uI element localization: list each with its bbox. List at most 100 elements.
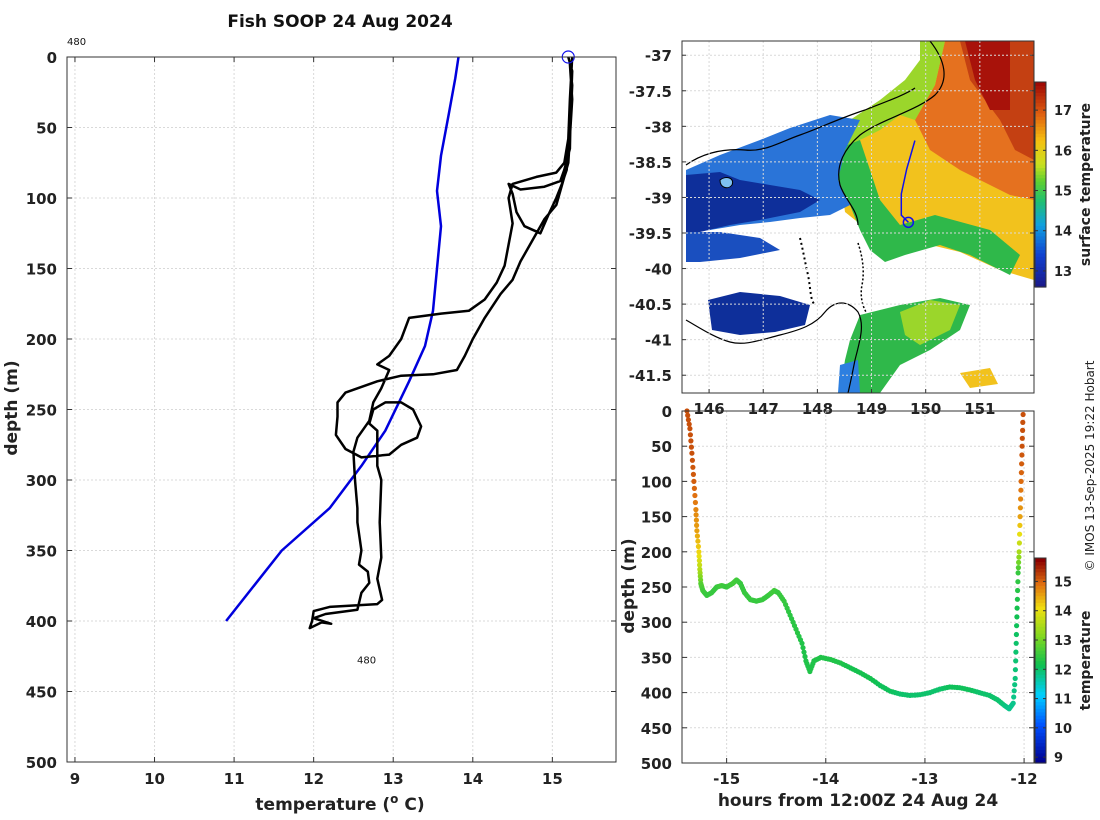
temperature-colorbar-tick-label: 11 xyxy=(1054,693,1072,708)
depth-time-point xyxy=(1013,649,1019,655)
sst-colorbar-segment xyxy=(1035,143,1046,148)
chart-title: Fish SOOP 24 Aug 2024 xyxy=(227,12,453,32)
temperature-colorbar-segment xyxy=(1035,756,1046,761)
sst-colorbar-tick-label: 17 xyxy=(1054,104,1072,119)
sst-colorbar-segment xyxy=(1035,215,1046,220)
temperature-colorbar-segment xyxy=(1035,722,1046,727)
sst-colorbar-segment xyxy=(1035,95,1046,100)
temperature-colorbar-segment xyxy=(1035,681,1046,686)
profile-x-tick-label: 11 xyxy=(224,770,245,788)
sst-colorbar-segment xyxy=(1035,126,1046,131)
depth-time-point xyxy=(693,512,699,518)
sst-colorbar-segment xyxy=(1035,174,1046,179)
sst-colorbar: 13 14 15 16 17 surface temperature xyxy=(1034,81,1094,288)
map-y-tick-label: -38.5 xyxy=(629,154,672,172)
depth-time-point xyxy=(799,640,805,646)
profile-y-axis-label: depth (m) xyxy=(2,360,22,455)
depth-time-y-axis-label: depth (m) xyxy=(619,538,639,633)
temperature-colorbar-segment xyxy=(1035,640,1046,645)
temperature-colorbar-segment xyxy=(1035,619,1046,624)
profile-y-tick-label: 200 xyxy=(26,331,57,349)
temperature-colorbar-segment xyxy=(1035,704,1046,709)
temperature-colorbar-tick-label: 14 xyxy=(1054,605,1072,620)
temperature-colorbar-segment xyxy=(1035,609,1046,614)
depth-time-point xyxy=(1017,522,1023,529)
sst-colorbar-segment xyxy=(1035,105,1046,110)
depth-time-point xyxy=(1016,549,1022,555)
depth-time-point xyxy=(1015,570,1021,576)
temperature-colorbar-segment xyxy=(1035,650,1046,655)
temperature-colorbar-segment xyxy=(1035,674,1046,679)
ship-track xyxy=(900,140,916,223)
map-y-tick-label: -39 xyxy=(645,189,672,207)
temperature-colorbar-segment xyxy=(1035,677,1046,682)
sst-colorbar-segment xyxy=(1035,153,1046,158)
depth-time-point xyxy=(692,492,698,499)
depth-time-point xyxy=(1018,496,1024,502)
temperature-colorbar-segment xyxy=(1035,718,1046,723)
temperature-colorbar-segment xyxy=(1035,636,1046,641)
temperature-colorbar-segment xyxy=(1035,622,1046,627)
sst-colorbar-segment xyxy=(1035,112,1046,117)
map-x-tick-label: 147 xyxy=(748,400,779,418)
depth-time-point xyxy=(1012,682,1018,688)
map-x-tick-label: 149 xyxy=(856,400,887,418)
temperature-colorbar-segment xyxy=(1035,667,1046,672)
temperature-colorbar-tick-label: 12 xyxy=(1054,663,1072,678)
depth-time-point xyxy=(690,471,697,477)
map-x-tick-label: 150 xyxy=(910,400,941,418)
depth-time-point xyxy=(685,417,692,423)
map-y-tick-label: -40.5 xyxy=(629,296,672,314)
depth-time-point xyxy=(1017,531,1023,537)
sst-colorbar-segment xyxy=(1035,232,1046,237)
temperature-colorbar-segment xyxy=(1035,558,1046,563)
depth-time-point xyxy=(1014,596,1021,602)
sst-colorbar-segment xyxy=(1035,170,1046,175)
depth-time-point xyxy=(1017,505,1024,511)
temperature-colorbar-segment xyxy=(1035,701,1046,706)
temperature-colorbar-label: temperature xyxy=(1078,611,1094,711)
depth-time-y-tick-label: 350 xyxy=(641,649,672,667)
depth-time-point xyxy=(696,558,703,564)
map-y-tick-label: -40 xyxy=(645,261,672,279)
profile-x-axis-label: temperature (o C) xyxy=(255,792,424,815)
profile-x-tick-label: 12 xyxy=(303,770,324,788)
temperature-colorbar-frame xyxy=(1034,557,1047,764)
depth-time-point xyxy=(1018,487,1024,493)
profile-x-tick-label: 15 xyxy=(542,770,563,788)
depth-time-point xyxy=(1016,554,1022,560)
depth-time-point xyxy=(693,507,699,513)
sst-colorbar-segment xyxy=(1035,208,1046,213)
sst-colorbar-segment xyxy=(1035,116,1046,121)
temperature-colorbar-tick-label: 13 xyxy=(1054,634,1072,649)
profile-y-tick-label: 450 xyxy=(26,684,57,702)
sst-colorbar-segment xyxy=(1035,164,1046,169)
profile-annotation: 480 xyxy=(357,655,376,666)
sst-colorbar-segment xyxy=(1035,194,1046,199)
depth-time-y-tick-label: 150 xyxy=(641,509,672,527)
depth-time-point xyxy=(1011,688,1017,694)
temperature-colorbar-segment xyxy=(1035,732,1046,737)
depth-time-point xyxy=(1010,700,1016,706)
temperature-colorbar-segment xyxy=(1035,602,1046,607)
depth-time-points xyxy=(684,408,1026,712)
profile-x-tick-label: 14 xyxy=(462,770,483,788)
profile-line-profile xyxy=(308,56,574,630)
depth-time-point xyxy=(695,538,701,544)
temperature-colorbar-segment xyxy=(1035,684,1046,689)
sst-colorbar-frame xyxy=(1034,81,1047,288)
depth-time-point xyxy=(697,562,703,568)
sst-colorbar-segment xyxy=(1035,225,1046,230)
depth-time-point xyxy=(800,645,806,651)
temperature-colorbar-segment xyxy=(1035,612,1046,617)
sst-colorbar-segment xyxy=(1035,82,1046,87)
sst-colorbar-segment xyxy=(1035,218,1046,223)
depth-time-point xyxy=(685,412,691,418)
temperature-colorbar: 9 10 11 12 13 14 15 temperature xyxy=(1034,557,1094,766)
sst-colorbar-segment xyxy=(1035,211,1046,216)
temperature-colorbar-segment xyxy=(1035,749,1046,754)
profile-y-tick-label: 150 xyxy=(26,261,57,279)
depth-time-point xyxy=(1017,514,1023,520)
sst-colorbar-segment xyxy=(1035,102,1046,107)
